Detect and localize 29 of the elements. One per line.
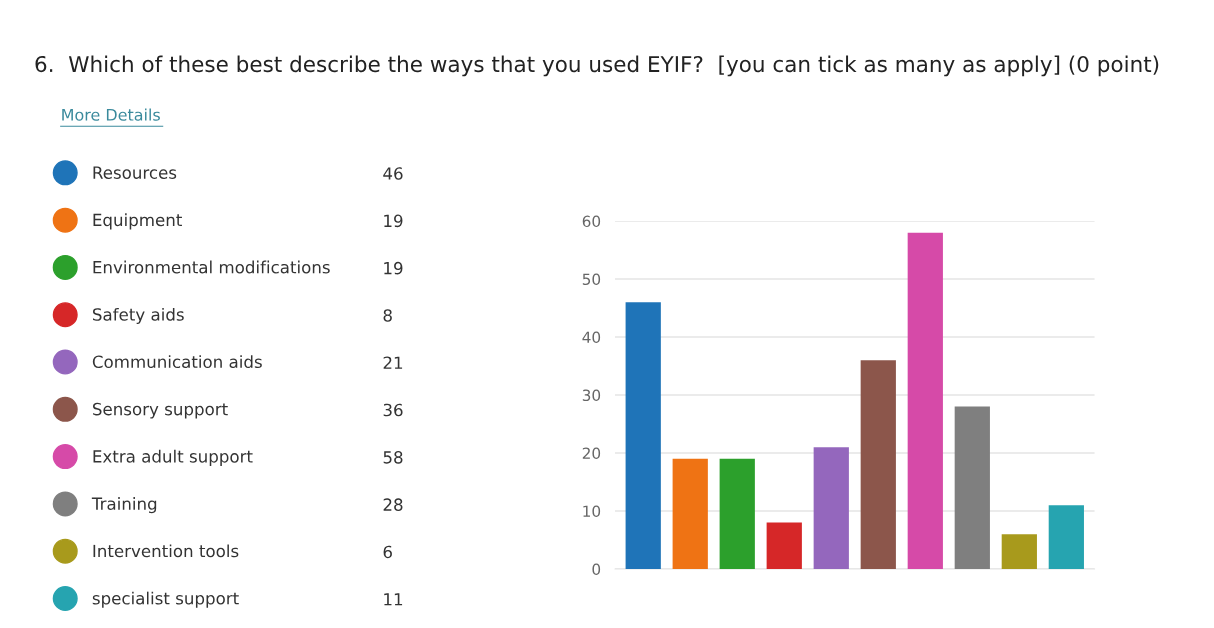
text: 36 [383, 403, 403, 417]
text: 8 [383, 309, 392, 322]
legend-label: Resources [93, 166, 177, 179]
y-tick-label: 20 [582, 447, 601, 460]
chart-title: 6. Which of these best describe the ways that you used EYIF? [you can tick as many as apply] (0 point) [35, 55, 1159, 77]
y-tick-label: 60 [582, 215, 601, 228]
legend-label: Safety aids [92, 307, 184, 325]
legend-label: Extra adult support [93, 449, 253, 466]
text: 28 [383, 498, 403, 511]
text: 19 [384, 261, 403, 275]
y-tick-label: 10 [583, 505, 601, 517]
y-tick-label: 30 [582, 389, 601, 402]
text: 19 [384, 214, 403, 228]
legend-label: Environmental modifications [93, 260, 330, 274]
y-tick-label: 0 [592, 563, 601, 575]
text: 58 [383, 451, 403, 464]
text: 11 [384, 593, 403, 606]
text: 21 [383, 356, 403, 369]
y-tick-label: 50 [582, 273, 601, 286]
legend-label: specialist support [92, 591, 239, 608]
y-tick-label: 40 [582, 331, 601, 344]
text: More Details [62, 108, 160, 121]
text: 6 [383, 545, 392, 559]
legend-label: Communication aids [92, 355, 262, 369]
legend-label: Intervention tools [93, 544, 239, 558]
legend-label: Equipment [93, 213, 182, 230]
legend-label: Sensory support [92, 402, 228, 419]
text: 46 [383, 167, 403, 180]
legend-label: Training [91, 497, 157, 514]
